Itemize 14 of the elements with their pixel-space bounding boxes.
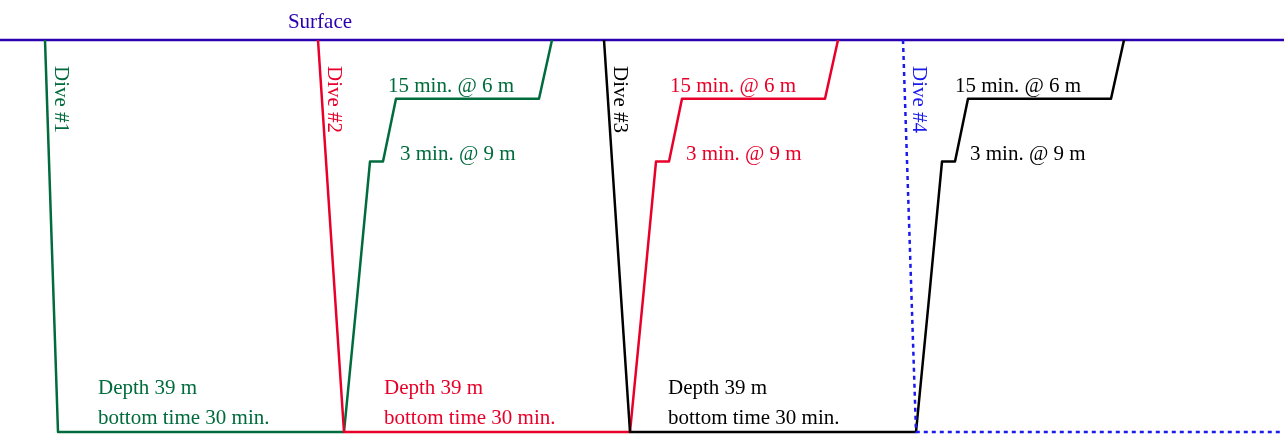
- annotation: 3 min. @ 9 m: [686, 141, 802, 165]
- annotation: 15 min. @ 6 m: [670, 73, 797, 97]
- annotation: Depth 39 m bottom time 30 min.: [668, 375, 840, 429]
- text: Dive #3: [609, 66, 633, 134]
- annotation: 15 min. @ 6 m: [388, 73, 515, 97]
- annotation: 3 min. @ 9 m: [400, 141, 516, 165]
- text: Dive #1: [50, 66, 74, 134]
- text: Surface: [287, 9, 353, 33]
- annotation: 15 min. @ 6 m: [955, 73, 1082, 97]
- annotation: Depth 39 m bottom time 30 min.: [98, 375, 270, 429]
- annotation: Depth 39 m bottom time 30 min.: [384, 375, 556, 429]
- text: Dive #4: [908, 66, 932, 134]
- text: Dive #2: [323, 66, 347, 134]
- annotation: 3 min. @ 9 m: [970, 141, 1086, 165]
